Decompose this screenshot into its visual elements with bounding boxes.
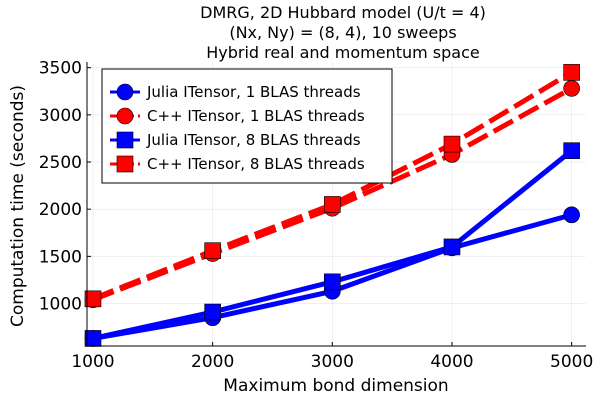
data-point [204,242,221,260]
y-axis-label: Computation time (seconds) [8,85,28,327]
chart-title-line-2: (Nx, Ny) = (8, 4), 10 sweeps [229,23,456,42]
series-3 [84,64,580,308]
legend: Julia ITensor, 1 BLAS threads C++ ITensor… [101,68,393,184]
data-point [443,135,461,153]
legend-item: C++ ITensor, 1 BLAS threads [110,107,365,125]
legend-item: Julia ITensor, 8 BLAS threads [110,131,361,149]
data-point [204,303,221,321]
y-tick-label: 3000 [39,106,82,126]
series-layer [84,64,580,347]
series-line [92,70,573,302]
y-ticks: 1000 1500 2000 2500 3000 3500 [39,59,91,315]
x-tick-label: 4000 [430,352,473,372]
data-point [563,142,580,159]
legend-label: Julia ITensor, 1 BLAS threads [146,83,361,101]
legend-box [101,68,393,184]
legend-label: C++ ITensor, 1 BLAS threads [147,107,365,125]
legend-label: Julia ITensor, 8 BLAS threads [146,131,361,149]
y-tick-label: 1500 [39,247,82,267]
x-tick-label: 2000 [191,352,234,372]
legend-label: C++ ITensor, 8 BLAS threads [147,155,365,173]
x-tick-label: 1000 [71,352,114,372]
data-point [324,273,341,291]
data-point [563,80,580,97]
legend-marker [116,131,134,149]
x-axis-label: Maximum bond dimension [223,376,448,396]
x-tick-label: 5000 [550,352,593,372]
chart-title-line-1: DMRG, 2D Hubbard model (U/t = 4) [200,3,486,22]
legend-marker [116,155,134,173]
data-point [563,206,580,224]
series-2 [84,142,580,347]
legend-item: C++ ITensor, 8 BLAS threads [110,155,365,173]
y-tick-label: 2500 [39,153,82,173]
y-tick-label: 1000 [39,295,82,315]
y-tick-label: 2000 [39,200,82,220]
data-point [84,290,102,308]
x-ticks: 1000 2000 3000 4000 5000 [71,342,593,372]
x-tick-label: 3000 [311,352,354,372]
chart-title-line-3: Hybrid real and momentum space [206,43,479,62]
legend-marker [116,83,134,101]
legend-item: Julia ITensor, 1 BLAS threads [110,83,361,101]
y-tick-label: 3500 [39,59,82,79]
legend-marker [116,107,134,125]
data-point [563,64,580,81]
data-point [324,196,341,213]
data-point [443,238,461,256]
